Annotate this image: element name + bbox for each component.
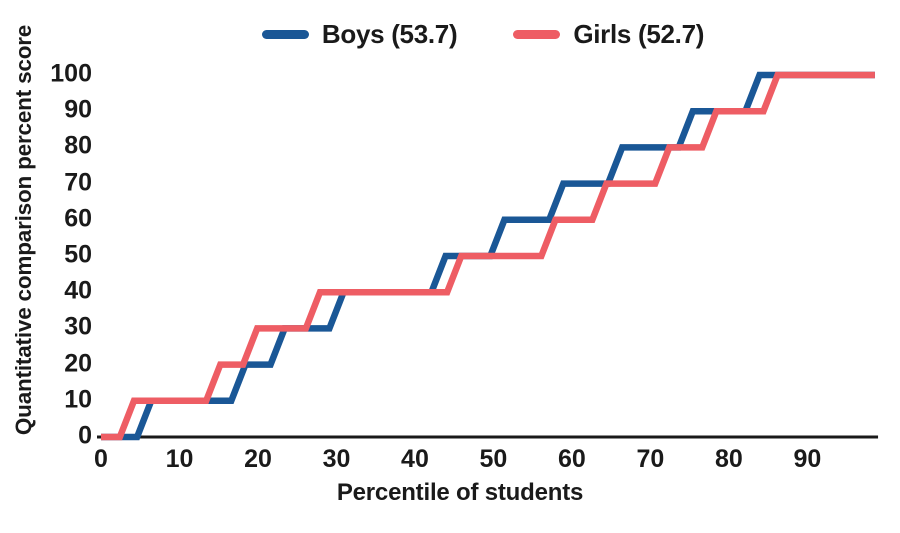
y-tick-label: 20 <box>64 349 92 378</box>
legend-item-boys: Boys (53.7) <box>261 18 458 50</box>
y-tick-label: 100 <box>50 59 92 88</box>
x-tick-label: 50 <box>479 445 508 473</box>
y-tick-label: 70 <box>64 168 92 197</box>
girls-line <box>101 71 875 441</box>
legend: Boys (53.7) Girls (52.7) <box>0 16 900 52</box>
x-tick-label: 80 <box>715 445 743 473</box>
legend-item-girls: Girls (52.7) <box>513 19 704 50</box>
x-tick-label: 30 <box>322 445 351 473</box>
y-tick-label: 0 <box>78 421 92 450</box>
y-tick-label: 30 <box>64 312 92 341</box>
y-tick-label: 50 <box>64 240 92 269</box>
y-tick-label: 10 <box>64 385 92 414</box>
y-tick-label: 40 <box>64 276 92 305</box>
x-tick-label: 0 <box>94 445 108 473</box>
x-tick-label: 70 <box>636 445 665 473</box>
y-tick-label: 60 <box>64 204 92 233</box>
x-axis-title: Percentile of students <box>336 479 584 506</box>
legend-label-boys: Boys (53.7) <box>321 18 458 49</box>
x-tick-label: 40 <box>401 445 429 473</box>
y-tick-label: 90 <box>64 95 92 124</box>
boys-line-swatch <box>261 29 309 39</box>
x-tick-label: 90 <box>793 445 822 473</box>
x-tick-label: 20 <box>244 445 272 473</box>
x-tick-label: 60 <box>558 445 586 473</box>
y-tick-label: 80 <box>64 131 92 160</box>
girls-line-swatch <box>513 29 561 39</box>
x-tick-label: 10 <box>165 445 194 473</box>
legend-label-girls: Girls (52.7) <box>573 18 705 49</box>
